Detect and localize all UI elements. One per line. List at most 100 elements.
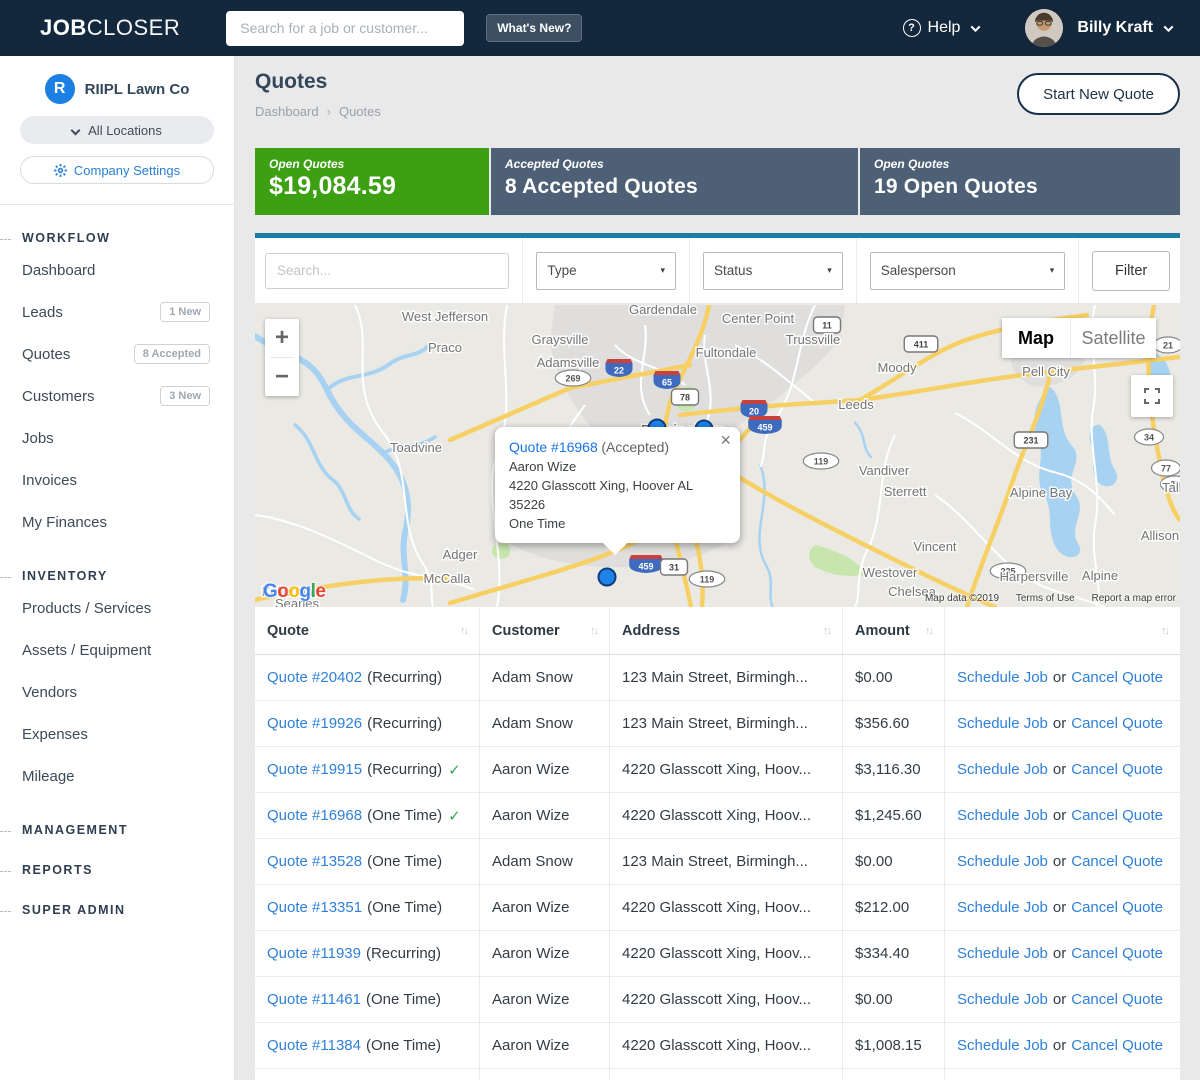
header-quote[interactable]: Quote↑↓ — [255, 607, 480, 654]
quote-cell: Quote #11461(One Time) — [255, 977, 480, 1022]
satellite-view-button[interactable]: Satellite — [1070, 318, 1156, 358]
whats-new-button[interactable]: What's New? — [486, 14, 582, 42]
sidebar-item-leads[interactable]: Leads1 New — [0, 291, 234, 333]
filter-button[interactable]: Filter — [1092, 251, 1170, 291]
address-cell: 4220 Glasscott Xing, Hoov... — [610, 1023, 843, 1068]
info-frequency: One Time — [509, 514, 726, 533]
cancel-quote-link[interactable]: Cancel Quote — [1071, 669, 1163, 686]
user-menu[interactable]: Billy Kraft — [1077, 19, 1153, 37]
table-row: Quote #11461(One Time)Aaron Wize4220 Gla… — [255, 977, 1180, 1023]
quote-link[interactable]: Quote #13351 — [267, 899, 362, 916]
cancel-quote-link[interactable]: Cancel Quote — [1071, 715, 1163, 732]
map-town-label: Talladega — [1162, 480, 1180, 495]
header-address[interactable]: Address↑↓ — [610, 607, 843, 654]
svg-text:119: 119 — [814, 457, 829, 467]
cancel-quote-link[interactable]: Cancel Quote — [1071, 807, 1163, 824]
info-quote-link[interactable]: Quote #16968 — [509, 439, 598, 455]
fullscreen-button[interactable] — [1131, 375, 1173, 417]
cancel-quote-link[interactable]: Cancel Quote — [1071, 945, 1163, 962]
quote-link[interactable]: Quote #11461 — [267, 991, 361, 1008]
quote-link[interactable]: Quote #13528 — [267, 853, 362, 870]
cancel-quote-link[interactable]: Cancel Quote — [1071, 853, 1163, 870]
schedule-job-link[interactable]: Schedule Job — [957, 807, 1048, 824]
sidebar-item-dashboard[interactable]: Dashboard — [0, 249, 234, 291]
settings-label: Company Settings — [74, 163, 180, 178]
quote-link[interactable]: Quote #19915 — [267, 761, 362, 778]
salesperson-select[interactable]: Salesperson ▾ — [870, 252, 1066, 290]
sidebar-item-jobs[interactable]: Jobs — [0, 417, 234, 459]
global-search-input[interactable] — [226, 11, 464, 46]
sidebar-item-assets-equipment[interactable]: Assets / Equipment — [0, 629, 234, 671]
schedule-job-link[interactable]: Schedule Job — [957, 899, 1048, 916]
table-row: Quote #13351(One Time)Aaron Wize4220 Gla… — [255, 885, 1180, 931]
quote-link[interactable]: Quote #11939 — [267, 945, 361, 962]
map-town-label: Westover — [863, 565, 918, 580]
type-select[interactable]: Type ▾ — [536, 252, 676, 290]
quote-link[interactable]: Quote #19926 — [267, 715, 362, 732]
user-avatar[interactable] — [1025, 9, 1063, 47]
sidebar-item-invoices[interactable]: Invoices — [0, 459, 234, 501]
table-body: Quote #20402(Recurring)Adam Snow123 Main… — [255, 655, 1180, 1069]
sort-icon[interactable]: ↑↓ — [460, 625, 467, 637]
cancel-quote-link[interactable]: Cancel Quote — [1071, 761, 1163, 778]
schedule-job-link[interactable]: Schedule Job — [957, 761, 1048, 778]
help-menu[interactable]: ? Help — [903, 19, 980, 37]
quote-link[interactable]: Quote #16968 — [267, 807, 362, 824]
actions-separator: or — [1053, 945, 1066, 962]
svg-text:65: 65 — [662, 378, 672, 388]
close-icon[interactable]: × — [720, 431, 731, 450]
sidebar-item-label: Vendors — [22, 684, 77, 701]
company-settings-button[interactable]: Company Settings — [20, 156, 214, 184]
schedule-job-link[interactable]: Schedule Job — [957, 991, 1048, 1008]
locations-dropdown[interactable]: All Locations — [20, 116, 214, 144]
sidebar-item-mileage[interactable]: Mileage — [0, 755, 234, 797]
schedule-job-link[interactable]: Schedule Job — [957, 1037, 1048, 1054]
status-select[interactable]: Status ▾ — [703, 252, 843, 290]
cancel-quote-link[interactable]: Cancel Quote — [1071, 991, 1163, 1008]
sort-icon[interactable]: ↑↓ — [823, 625, 830, 637]
sort-icon[interactable]: ↑↓ — [925, 625, 932, 637]
header-customer[interactable]: Customer↑↓ — [480, 607, 610, 654]
quote-link[interactable]: Quote #11384 — [267, 1037, 361, 1054]
report-error-link[interactable]: Report a map error — [1092, 593, 1176, 604]
quotes-map[interactable]: 2692265781141120459119231347727214593111… — [255, 305, 1180, 607]
schedule-job-link[interactable]: Schedule Job — [957, 945, 1048, 962]
sidebar-item-vendors[interactable]: Vendors — [0, 671, 234, 713]
actions-cell: Schedule JoborCancel Quote — [945, 885, 1180, 930]
stat-card: Accepted Quotes8 Accepted Quotes — [491, 148, 858, 215]
sort-icon[interactable]: ↑↓ — [1161, 625, 1168, 637]
customer-cell: Adam Snow — [480, 655, 610, 700]
sidebar-item-products-services[interactable]: Products / Services — [0, 587, 234, 629]
zoom-out-button[interactable]: − — [265, 358, 299, 396]
cancel-quote-link[interactable]: Cancel Quote — [1071, 899, 1163, 916]
table-search-input[interactable] — [265, 253, 509, 289]
sidebar-item-expenses[interactable]: Expenses — [0, 713, 234, 755]
customer-cell: Aaron Wize — [480, 977, 610, 1022]
map-view-button[interactable]: Map — [1002, 318, 1070, 358]
sidebar-item-quotes[interactable]: Quotes8 Accepted — [0, 333, 234, 375]
amount-cell: $1,008.15 — [843, 1023, 945, 1068]
svg-text:22: 22 — [614, 366, 624, 376]
schedule-job-link[interactable]: Schedule Job — [957, 669, 1048, 686]
header-amount[interactable]: Amount↑↓ — [843, 607, 945, 654]
sidebar-item-my-finances[interactable]: My Finances — [0, 501, 234, 543]
cancel-quote-link[interactable]: Cancel Quote — [1071, 1037, 1163, 1054]
header-actions[interactable]: ↑↓ — [945, 607, 1180, 654]
terms-link[interactable]: Terms of Use — [1016, 593, 1075, 604]
schedule-job-link[interactable]: Schedule Job — [957, 853, 1048, 870]
zoom-in-button[interactable]: + — [265, 319, 299, 357]
map-quote-marker[interactable] — [599, 569, 616, 586]
quote-link[interactable]: Quote #20402 — [267, 669, 362, 686]
start-new-quote-button[interactable]: Start New Quote — [1017, 73, 1180, 115]
breadcrumb-home[interactable]: Dashboard — [255, 104, 319, 119]
sidebar-item-customers[interactable]: Customers3 New — [0, 375, 234, 417]
road-shield-34: 34 — [1135, 429, 1164, 445]
google-logo-letter: g — [300, 581, 311, 602]
sort-icon[interactable]: ↑↓ — [590, 625, 597, 637]
schedule-job-link[interactable]: Schedule Job — [957, 715, 1048, 732]
road-shield-31: 31 — [661, 559, 688, 575]
map-town-label: Sterrett — [884, 484, 927, 499]
quote-cell: Quote #20402(Recurring) — [255, 655, 480, 700]
table-row: Quote #13528(One Time)Adam Snow123 Main … — [255, 839, 1180, 885]
amount-cell: $334.40 — [843, 931, 945, 976]
